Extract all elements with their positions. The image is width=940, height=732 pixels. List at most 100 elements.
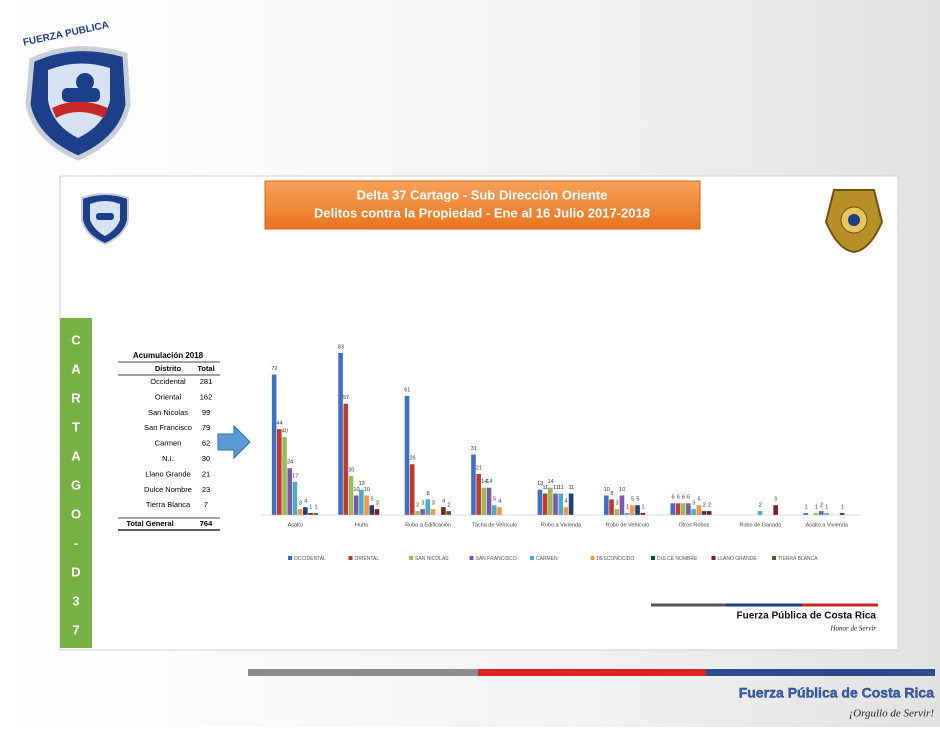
bar [425, 499, 431, 515]
data-label: 10 [604, 487, 610, 493]
bar [696, 505, 702, 515]
data-label: 1 [314, 505, 317, 511]
bar [568, 493, 574, 515]
legend-label: DULCE NOMBRE [657, 556, 698, 562]
bar [297, 509, 303, 515]
bar [446, 511, 451, 515]
table-header: Total [197, 364, 214, 373]
data-label: 4 [304, 499, 307, 505]
data-label: 3 [616, 501, 619, 507]
data-label: 1 [825, 505, 828, 511]
bar [313, 513, 319, 515]
side-letter: D [71, 564, 80, 579]
legend-label: LLANO GRANDE [718, 556, 758, 562]
bar [675, 503, 681, 515]
table-cell: Llano Grande [145, 469, 190, 478]
data-label: 14 [548, 479, 554, 485]
table-cell: 79 [202, 423, 210, 432]
data-label: 11 [558, 485, 564, 491]
bar [818, 511, 824, 515]
table-cell: 23 [202, 485, 210, 494]
table-cell: 62 [202, 439, 210, 448]
legend-label: TIERRA BLANCA [778, 556, 818, 562]
bar [287, 468, 293, 515]
legend-swatch [409, 556, 413, 560]
data-label: 10 [353, 487, 359, 493]
bar [624, 513, 630, 515]
data-label: 1 [841, 505, 844, 511]
footer-bar [478, 669, 706, 676]
data-label: 3 [692, 501, 695, 507]
legend-swatch [772, 556, 776, 560]
bar [773, 505, 778, 515]
x-tick-label: Tacha de Vehículo [472, 522, 517, 528]
legend-swatch [530, 556, 534, 560]
bar [640, 513, 646, 515]
bar [558, 493, 563, 515]
bar [353, 495, 359, 515]
footer-bar [248, 669, 478, 676]
title: Delta 37 Cartago - Sub Dirección Oriente [357, 187, 608, 202]
side-bar [60, 318, 92, 648]
table-cell: N.I. [162, 454, 174, 463]
data-label: 5 [371, 497, 374, 503]
data-label: 6 [672, 495, 675, 501]
bar [686, 503, 691, 515]
table-cell: Carmen [155, 439, 182, 448]
data-label: 2 [820, 503, 823, 509]
data-label: 21 [476, 465, 482, 471]
side-letter: 3 [72, 593, 79, 608]
data-label: 1 [626, 505, 629, 511]
bar [701, 511, 707, 515]
data-label: 31 [471, 446, 477, 452]
data-label: 13 [359, 481, 365, 487]
data-label: 14 [481, 479, 487, 485]
bar [277, 429, 282, 515]
data-label: 5 [774, 497, 777, 503]
data-label: 1 [642, 505, 645, 511]
footer-motto: ¡Orgullo de Servir! [849, 708, 934, 720]
bar [563, 507, 569, 515]
data-label: 11 [569, 485, 575, 491]
data-label: 83 [338, 344, 344, 350]
side-letter: 7 [72, 622, 79, 637]
bar [803, 513, 808, 515]
bar [691, 509, 696, 515]
x-tick-label: Otros Robos [678, 522, 709, 528]
data-label: 2 [759, 503, 762, 509]
data-label: 2 [703, 503, 706, 509]
data-label: 6 [687, 495, 690, 501]
legend-label: SAN FRANCISCO [476, 556, 517, 562]
bar [374, 509, 380, 515]
data-label: 1 [804, 505, 807, 511]
bar [292, 481, 298, 515]
footer-brand: Fuerza Pública de Costa Rica [739, 685, 934, 701]
bar [670, 503, 676, 515]
small-logo [81, 193, 129, 246]
data-label: 1 [815, 505, 818, 511]
bar [404, 395, 410, 515]
data-label: 8 [427, 491, 430, 497]
bar [542, 493, 548, 515]
legend-swatch [348, 556, 353, 560]
table-cell: San Nicolas [148, 408, 188, 417]
title-box [264, 180, 701, 230]
data-label: 10 [364, 487, 370, 493]
side-letter: A [71, 448, 81, 463]
legend-swatch [469, 556, 474, 560]
bar [359, 489, 364, 515]
data-label: 40 [282, 428, 288, 434]
table-cell: 21 [202, 469, 210, 478]
data-label: 1 [309, 505, 312, 511]
data-label: 6 [682, 495, 685, 501]
table-cell: 7 [204, 500, 208, 509]
data-label: 5 [493, 497, 496, 503]
table-total: 764 [200, 519, 213, 528]
bar [471, 454, 476, 515]
table-header: Distrito [155, 364, 182, 373]
table-cell: 99 [202, 408, 210, 417]
bar [497, 507, 502, 515]
side-letter: C [71, 332, 81, 347]
bar [409, 464, 415, 515]
